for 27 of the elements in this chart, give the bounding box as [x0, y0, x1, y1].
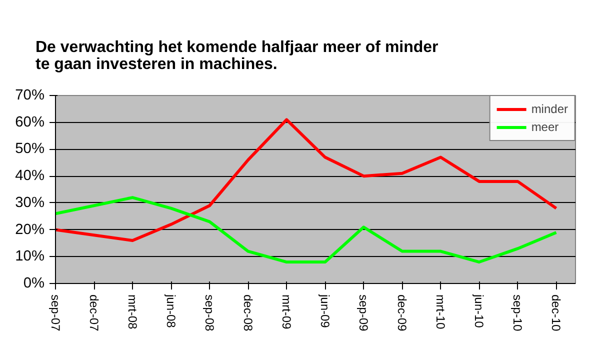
line-series [56, 196, 558, 264]
x-tick-label: sep-09 [356, 294, 371, 332]
x-tick-label: dec-09 [395, 294, 410, 332]
x-tick-label: dec-07 [87, 294, 102, 332]
y-tick-label: 40% [15, 168, 45, 184]
y-tick-label: 30% [15, 194, 45, 211]
x-tick-label: dec-08 [241, 294, 256, 332]
x-tick-label: jun-09 [318, 294, 332, 328]
x-tick-label: dec-10 [549, 294, 564, 332]
y-tick-label: 50% [15, 141, 45, 158]
legend-label: minder [531, 102, 568, 116]
y-tick-label: 0% [23, 276, 45, 292]
y-tick-label: 20% [15, 222, 45, 238]
x-tick-label: jun-10 [472, 294, 486, 328]
legend-label: meer [531, 120, 559, 134]
y-tick-label: 60% [15, 114, 45, 130]
y-tick-label: 70% [15, 88, 45, 104]
line-series [56, 118, 558, 242]
x-tick-label: mrt-09 [280, 294, 294, 330]
y-tick-label: 10% [15, 248, 45, 265]
x-tick-label: sep-07 [48, 294, 62, 332]
x-tick-label: mrt-10 [434, 294, 448, 330]
chart-title: De verwachting het komende halfjaar meer of minder te gaan investeren in machines. [36, 39, 438, 73]
x-tick-label: sep-08 [202, 294, 217, 332]
x-tick-label: mrt-08 [126, 294, 140, 330]
x-tick-label: sep-10 [510, 294, 525, 332]
x-tick-label: jun-08 [164, 294, 178, 328]
